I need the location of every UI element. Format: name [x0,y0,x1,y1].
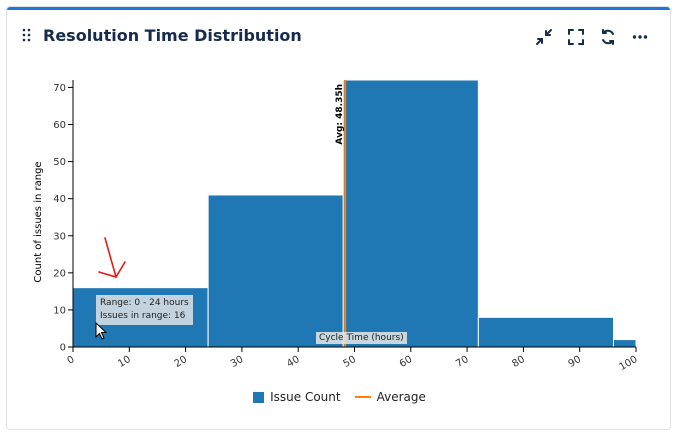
y-tick-label: 0 [60,343,66,354]
tooltip-range: Range: 0 - 24 hours [100,298,189,308]
legend-label-issue-count: Issue Count [270,390,341,404]
tooltip-issues: Issues in range: 16 [100,311,186,321]
red-arrow-annotation [98,237,126,278]
bin-tooltip: Range: 0 - 24 hours Issues in range: 16 [96,295,193,325]
y-tick-label: 70 [53,83,66,94]
x-axis-title: Cycle Time (hours) [316,332,407,344]
legend-swatch-bar [253,391,265,403]
legend-item-issue-count[interactable]: Issue Count [253,390,341,404]
x-tick-label: 50 [341,354,358,370]
legend-swatch-line [354,396,371,398]
legend-label-average: Average [376,390,426,404]
histogram-bar[interactable] [612,339,637,348]
x-tick-label: 90 [567,354,584,370]
y-tick-label: 30 [53,231,66,242]
y-tick-label: 50 [53,157,66,168]
x-tick-label: 20 [173,354,190,370]
x-tick-label: 70 [454,354,471,370]
x-tick-label: 40 [285,354,302,370]
histogram-bar[interactable] [342,79,479,348]
x-tick-label: 30 [229,354,246,370]
more-options-icon[interactable] [629,26,651,48]
chart-legend: Issue Count Average [0,390,679,404]
x-tick-label: 100 [617,354,639,373]
y-tick-label: 60 [53,120,66,131]
y-axis-title: Count of issues in range [33,161,44,282]
fullscreen-icon[interactable] [565,26,587,48]
card-accent-bar [7,7,670,10]
x-tick-label: 10 [116,354,133,370]
x-tick-label: 60 [398,354,415,370]
drag-handle-icon[interactable] [22,27,32,43]
x-tick-label: 0 [65,354,76,367]
widget-title: Resolution Time Distribution [43,26,302,45]
histogram-bar[interactable] [207,194,344,348]
y-tick-label: 10 [53,305,66,316]
y-tick-label: 40 [53,194,66,205]
x-tick-label: 80 [510,354,527,370]
refresh-icon[interactable] [597,26,619,48]
histogram-bar[interactable] [477,316,614,348]
collapse-icon[interactable] [533,26,555,48]
average-label: Avg: 48.35h [335,84,345,145]
mouse-cursor-icon [95,322,108,340]
legend-item-average[interactable]: Average [354,390,426,404]
y-tick-label: 20 [53,268,66,279]
